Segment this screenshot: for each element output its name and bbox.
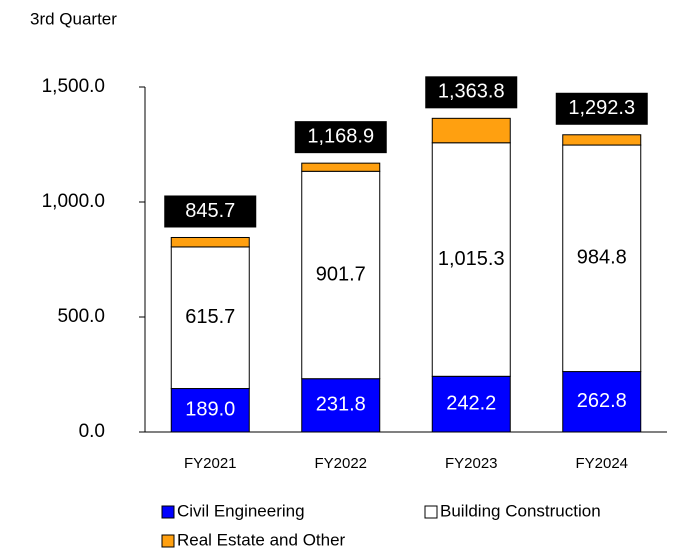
bar-segment xyxy=(170,236,250,248)
total-label: 1,292.3 xyxy=(568,97,635,119)
bar-segment xyxy=(562,144,642,373)
chart-title: 3rd Quarter xyxy=(30,9,117,28)
bar-segment xyxy=(301,170,381,380)
bar-segment xyxy=(431,117,511,144)
data-label: 984.8 xyxy=(577,247,627,269)
x-tick-label: FY2022 xyxy=(314,455,367,472)
bar-segment xyxy=(431,142,511,377)
legend-swatch xyxy=(424,505,438,519)
legend-swatch xyxy=(161,505,175,519)
legend-label: Building Construction xyxy=(440,501,601,520)
total-label-box xyxy=(425,76,518,109)
y-tick-label: 1,000.0 xyxy=(42,191,105,212)
data-label: 901.7 xyxy=(316,263,366,285)
total-label: 845.7 xyxy=(185,200,235,222)
x-tick-label: FY2021 xyxy=(184,455,237,472)
bar-segment xyxy=(562,134,642,146)
x-tick-label: FY2023 xyxy=(445,455,498,472)
bar-segment xyxy=(170,388,250,433)
total-label: 1,168.9 xyxy=(307,125,374,147)
legend-label: Civil Engineering xyxy=(177,501,305,520)
data-label: 262.8 xyxy=(577,390,627,412)
bar-segment xyxy=(431,375,511,433)
data-label: 189.0 xyxy=(185,399,235,421)
legend-label: Real Estate and Other xyxy=(177,530,346,549)
y-tick-label: 500.0 xyxy=(57,306,105,327)
data-label: 615.7 xyxy=(185,306,235,328)
y-tick-label: 0.0 xyxy=(79,421,105,442)
legend-swatch xyxy=(161,534,175,548)
bar-segment xyxy=(301,378,381,433)
total-label-box xyxy=(164,195,257,228)
y-tick-label: 1,500.0 xyxy=(42,76,105,97)
bar-segment xyxy=(301,162,381,172)
total-label-box xyxy=(555,92,648,125)
bar-segment xyxy=(170,246,250,390)
total-label-box xyxy=(294,121,387,154)
x-tick-label: FY2024 xyxy=(575,455,628,472)
data-label: 242.2 xyxy=(446,392,496,414)
data-label: 1,015.3 xyxy=(438,248,505,270)
data-label: 231.8 xyxy=(316,394,366,416)
total-label: 1,363.8 xyxy=(438,81,505,103)
